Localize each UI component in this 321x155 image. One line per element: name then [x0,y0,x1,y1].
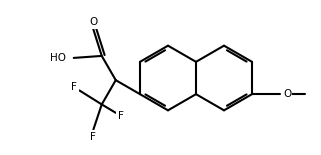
Text: F: F [71,82,77,92]
Text: F: F [118,111,124,121]
Text: O: O [283,89,291,99]
Text: F: F [91,132,96,142]
Text: O: O [89,17,98,27]
Text: HO: HO [50,53,66,63]
